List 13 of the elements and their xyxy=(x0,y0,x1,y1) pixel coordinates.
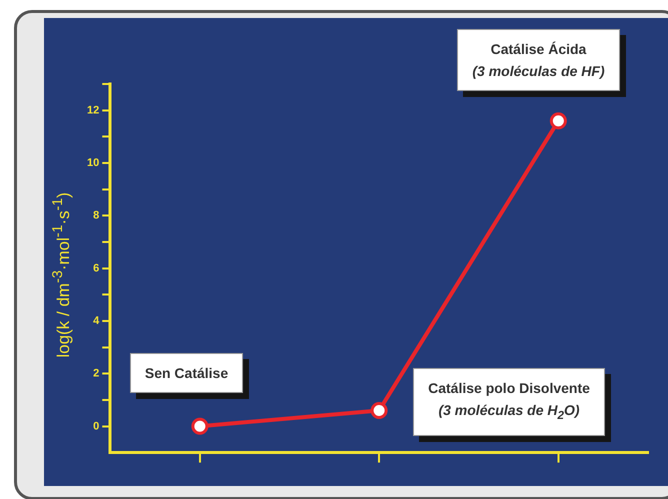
point xyxy=(191,418,208,435)
y-tick-label: 6 xyxy=(93,262,100,274)
y-tick-label: 0 xyxy=(93,420,100,432)
annotation: Sen Catálise xyxy=(144,364,228,384)
text: Catálise Ácida (3 moléculas de HF) xyxy=(472,40,605,81)
y-tick-label: 8 xyxy=(93,210,100,222)
y-tick-label: 12 xyxy=(86,104,100,116)
point xyxy=(370,402,388,419)
y-tick-label: 10 xyxy=(86,157,100,170)
annotation: Catálise polo Disolvente (3 moléculas de H$_{2}$O) xyxy=(428,379,590,424)
point xyxy=(550,112,567,130)
y-tick-label: 2 xyxy=(93,368,100,380)
y-tick-label: 4 xyxy=(93,314,100,327)
